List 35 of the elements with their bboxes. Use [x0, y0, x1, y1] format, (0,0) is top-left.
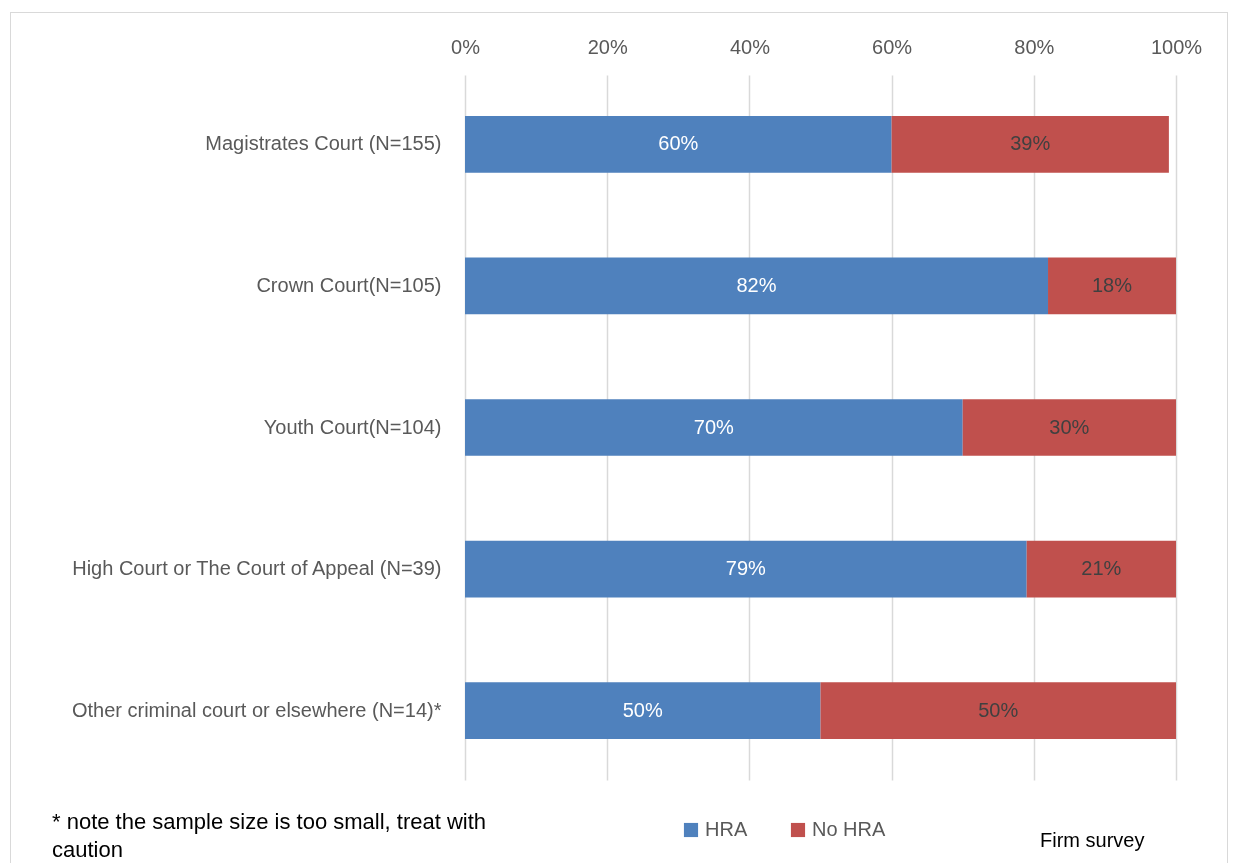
y-tick-label: High Court or The Court of Appeal (N=39): [72, 557, 442, 580]
bar: [465, 399, 963, 456]
x-tick-label: 60%: [872, 35, 913, 58]
bar: [465, 540, 1027, 598]
data-label: 82%: [736, 273, 777, 296]
legend-label: HRA: [705, 818, 748, 840]
x-tick-label: 40%: [729, 35, 771, 58]
x-tick-label: 80%: [1014, 35, 1055, 58]
data-label: 30%: [1049, 415, 1090, 438]
data-label: 18%: [1091, 273, 1133, 296]
bar: [1026, 540, 1176, 598]
x-tick-label: 0%: [451, 35, 481, 58]
legend-label: No HRA: [812, 818, 887, 840]
data-label: 60%: [658, 132, 699, 155]
bar: [465, 682, 821, 739]
x-tick-label: 20%: [587, 35, 628, 58]
bar: [891, 116, 1169, 173]
y-tick-label: Other criminal court or elsewhere (N=14)*: [71, 698, 442, 721]
data-label: 50%: [978, 698, 1019, 721]
y-tick-label: Magistrates Court (N=155): [205, 132, 442, 155]
data-label: 39%: [1010, 132, 1051, 155]
bar: [465, 116, 892, 173]
data-label: 70%: [693, 415, 735, 438]
y-tick-label: Crown Court(N=105): [256, 273, 442, 296]
y-tick-label: Youth Court(N=104): [263, 415, 442, 438]
data-label: 79%: [725, 557, 767, 580]
data-label: 21%: [1081, 557, 1122, 580]
bar: [820, 682, 1176, 739]
bar: [962, 399, 1176, 456]
text: * note the sample size is too small, treat with caution: [52, 808, 488, 863]
bar: [1048, 257, 1176, 315]
text: Firm survey: [1040, 828, 1146, 852]
x-tick-label: 100%: [1150, 35, 1203, 58]
bar: [465, 257, 1049, 315]
data-label: 50%: [622, 698, 663, 721]
